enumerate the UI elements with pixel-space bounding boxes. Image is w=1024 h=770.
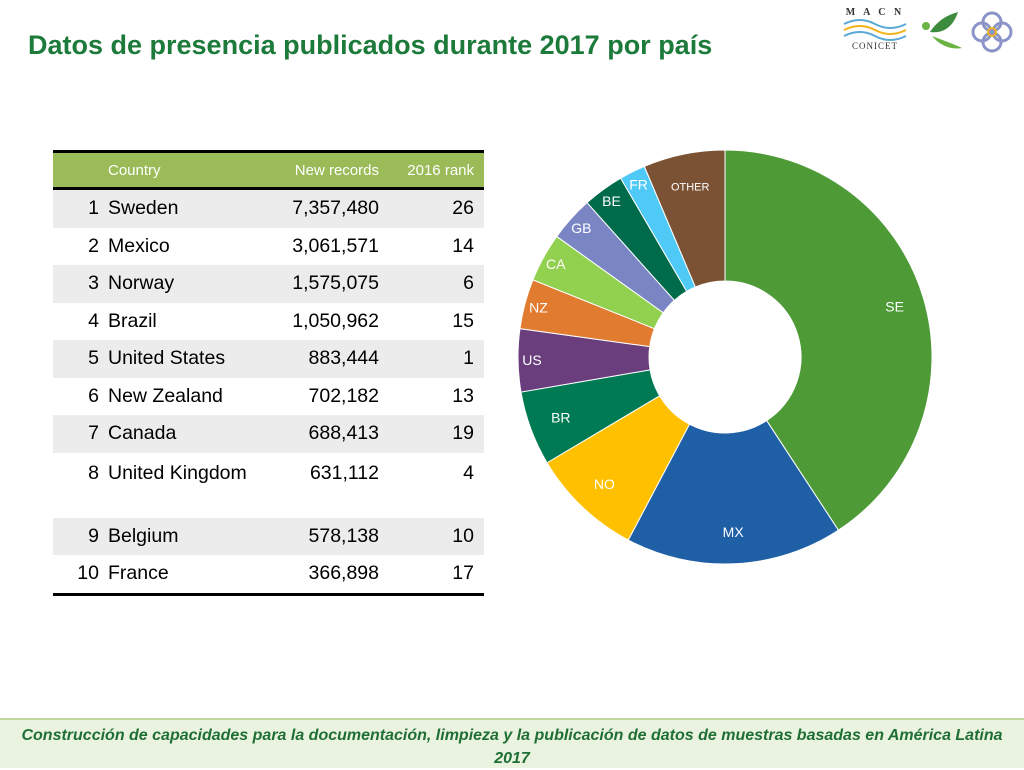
table-row: 6 New Zealand 702,182 13 [53,377,484,415]
table-row: 9 Belgium 578,138 10 [53,517,484,555]
cell-rank: 2 [53,227,108,265]
cell-country: Brazil [108,302,258,340]
cell-country: Sweden [108,188,258,228]
cell-new-records: 702,182 [258,377,389,415]
cell-country: Mexico [108,227,258,265]
cell-new-records: 7,357,480 [258,188,389,228]
cell-2016-rank: 13 [389,377,484,415]
cell-rank: 6 [53,377,108,415]
macn-logo-text: M A C N [846,7,905,18]
cell-country: Belgium [108,517,258,555]
cell-rank: 8 [53,452,108,518]
table-header-row: Country New records 2016 rank [53,150,484,190]
conicet-logo-text: CONICET [852,41,898,51]
cell-new-records: 631,112 [258,452,389,518]
table-row: 3 Norway 1,575,075 6 [53,265,484,303]
cell-country: United States [108,340,258,378]
cell-new-records: 883,444 [258,340,389,378]
header-2016-rank: 2016 rank [389,150,484,190]
cell-rank: 5 [53,340,108,378]
table-row: 5 United States 883,444 1 [53,340,484,378]
donut-label-mx: MX [723,524,745,540]
cell-2016-rank: 19 [389,415,484,453]
donut-chart: SE MX NO BR US NZ CA GB BE FR OTHER [517,149,933,565]
leaf-logo-icon [922,12,962,49]
donut-label-other: OTHER [671,181,710,193]
cell-rank: 3 [53,265,108,303]
cell-2016-rank: 15 [389,302,484,340]
cell-2016-rank: 6 [389,265,484,303]
records-table: Country New records 2016 rank 1 Sweden 7… [53,150,484,596]
cell-2016-rank: 26 [389,188,484,228]
cell-2016-rank: 17 [389,555,484,596]
cell-new-records: 1,575,075 [258,265,389,303]
donut-slice-other [643,149,726,288]
cell-rank: 4 [53,302,108,340]
donut-slice-mx [627,419,840,565]
cell-new-records: 366,898 [258,555,389,596]
table-row: 4 Brazil 1,050,962 15 [53,302,484,340]
cell-country: Canada [108,415,258,453]
table-row: 7 Canada 688,413 19 [53,415,484,453]
slide-title: Datos de presencia publicados durante 20… [28,30,713,60]
table-row: 8 United Kingdom 631,112 4 [53,452,484,518]
donut-label-nz: NZ [529,299,548,315]
cell-rank: 9 [53,517,108,555]
cell-new-records: 1,050,962 [258,302,389,340]
donut-label-br: BR [551,410,570,426]
table-row: 1 Sweden 7,357,480 26 [53,188,484,228]
footer-bar: Construcción de capacidades para la docu… [0,718,1024,768]
donut-label-be: BE [602,193,621,209]
cell-rank: 10 [53,555,108,596]
cell-rank: 7 [53,415,108,453]
donut-label-fr: FR [629,176,648,192]
cell-new-records: 3,061,571 [258,227,389,265]
cell-2016-rank: 14 [389,227,484,265]
cell-country: Norway [108,265,258,303]
donut-label-no: NO [594,476,615,492]
cell-new-records: 578,138 [258,517,389,555]
header-new-records: New records [258,150,389,190]
cell-country: United Kingdom [108,452,258,518]
cell-2016-rank: 1 [389,340,484,378]
cell-rank: 1 [53,188,108,228]
table-row: 10 France 366,898 17 [53,555,484,596]
header-country: Country [108,150,258,190]
cell-new-records: 688,413 [258,415,389,453]
cell-country: France [108,555,258,596]
header-rank [53,150,108,190]
donut-label-ca: CA [546,256,566,272]
cell-2016-rank: 4 [389,452,484,518]
donut-label-us: US [522,352,541,368]
macn-conicet-logo: M A C N CONICET [843,7,907,51]
donut-label-gb: GB [571,220,591,236]
donut-label-se: SE [885,298,904,314]
rings-logo-icon [971,11,1013,53]
cell-2016-rank: 10 [389,517,484,555]
cell-country: New Zealand [108,377,258,415]
footer-text: Construcción de capacidades para la docu… [21,727,1003,767]
table-row: 2 Mexico 3,061,571 14 [53,227,484,265]
logos: M A C N CONICET [843,7,1013,53]
